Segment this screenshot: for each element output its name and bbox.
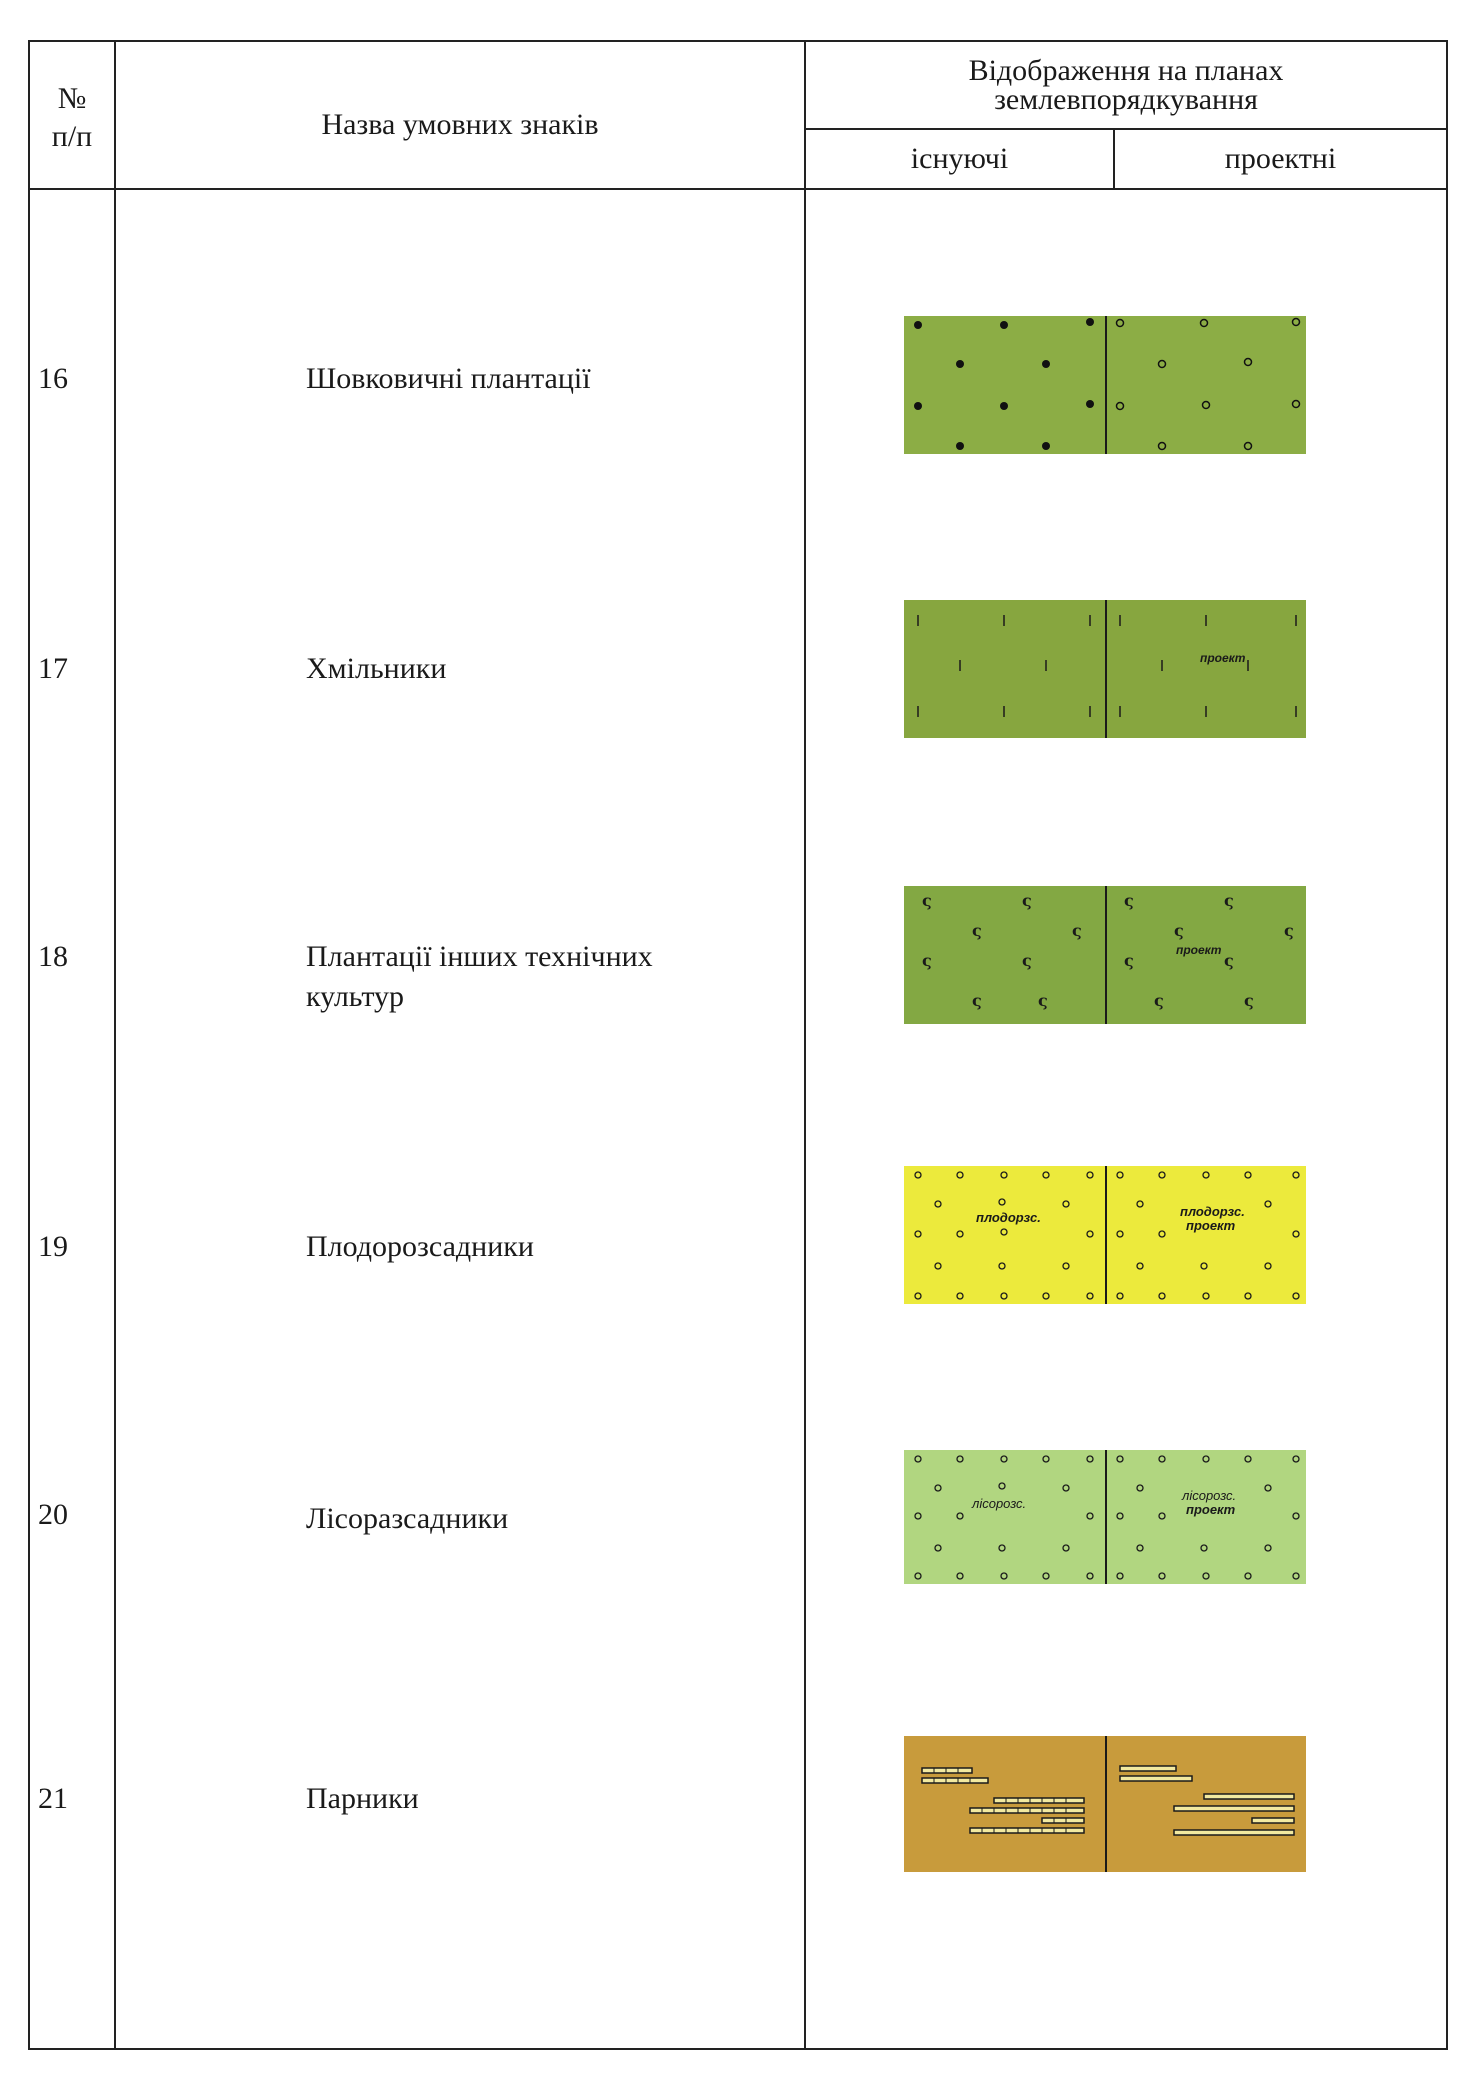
swatch-19-exist-label: плодорзс. — [976, 1210, 1041, 1225]
svg-text:ς: ς — [1124, 891, 1134, 910]
swatch-18-svg: ς ς ς ς ς ς ς ς ς ς ς ς ς ς ς ς проект — [904, 886, 1306, 1024]
swatch-row-17: проект — [904, 600, 1306, 738]
svg-text:ς: ς — [1072, 921, 1082, 940]
swatch-16-svg — [904, 316, 1306, 454]
svg-text:ς: ς — [1022, 891, 1032, 910]
col-divider-1 — [114, 40, 116, 2050]
swatch-20-exist-label: лісорозс. — [971, 1496, 1026, 1511]
svg-text:ς: ς — [972, 991, 982, 1010]
header-sub-line — [804, 128, 1448, 130]
svg-text:ς: ς — [1038, 991, 1048, 1010]
svg-text:ς: ς — [1174, 921, 1184, 940]
svg-text:ς: ς — [1244, 991, 1254, 1010]
swatch-row-19: плодорзс. плодорзс. проект — [904, 1166, 1306, 1304]
swatch-19-proj-label-1: плодорзс. — [1180, 1204, 1245, 1219]
swatch-19-proj-label-2: проект — [1186, 1218, 1236, 1233]
swatch-20-svg: лісорозс. лісорозс. проект — [904, 1450, 1306, 1584]
row-21-num: 21 — [38, 1782, 68, 1815]
svg-text:ς: ς — [1284, 921, 1294, 940]
header-name-col: Назва умовних знаків — [321, 108, 599, 141]
row-18-num: 18 — [38, 940, 68, 973]
swatch-19-svg: плодорзс. плодорзс. проект — [904, 1166, 1306, 1304]
col-divider-3 — [1113, 128, 1115, 188]
header-bottom-line — [28, 188, 1448, 190]
svg-text:ς: ς — [1224, 891, 1234, 910]
border-bottom — [28, 2048, 1448, 2050]
legend-table: № п/п Назва умовних знаків Відображення … — [28, 40, 1448, 2050]
swatch-row-21 — [904, 1736, 1306, 1872]
row-17-name: Хмільники — [306, 652, 447, 685]
header-display-line1: Відображення на планах — [968, 54, 1284, 87]
row-19-num: 19 — [38, 1230, 68, 1263]
header-num-symbol: № — [57, 82, 87, 115]
swatch-20-proj-label-1: лісорозс. — [1181, 1488, 1236, 1503]
swatch-row-16 — [904, 316, 1306, 454]
border-top — [28, 40, 1448, 42]
row-21-name: Парники — [306, 1782, 419, 1815]
row-20-num: 20 — [38, 1498, 68, 1531]
row-17-num: 17 — [38, 652, 68, 685]
row-18-name-line2: культур — [306, 980, 405, 1013]
swatch-18-proj-label: проект — [1176, 943, 1222, 957]
swatch-20-proj-label-2: проект — [1186, 1502, 1236, 1517]
svg-text:ς: ς — [1022, 951, 1032, 970]
row-20-name: Лісоразсадники — [306, 1502, 509, 1535]
swatch-17-proj-label: проект — [1200, 651, 1246, 665]
row-16-num: 16 — [38, 362, 68, 395]
border-right — [1446, 40, 1448, 2050]
svg-text:ς: ς — [1154, 991, 1164, 1010]
swatch-17-svg: проект — [904, 600, 1306, 738]
border-left — [28, 40, 30, 2050]
row-18-name-line1: Плантації інших технічних — [306, 940, 653, 973]
row-19-name: Плодорозсадники — [306, 1230, 534, 1263]
svg-text:ς: ς — [1124, 951, 1134, 970]
swatch-row-20: лісорозс. лісорозс. проект — [904, 1450, 1306, 1584]
swatch-21-svg — [904, 1736, 1306, 1872]
header-existing: існуючі — [910, 142, 1009, 175]
svg-text:ς: ς — [972, 921, 982, 940]
col-divider-2 — [804, 40, 806, 2050]
header-projected: проектні — [1224, 142, 1337, 175]
header-num-sub: п/п — [51, 120, 93, 153]
svg-text:ς: ς — [922, 891, 932, 910]
header-display-line2: землевпорядкування — [994, 83, 1258, 116]
svg-text:ς: ς — [1224, 951, 1234, 970]
swatch-row-18: ς ς ς ς ς ς ς ς ς ς ς ς ς ς ς ς проект — [904, 886, 1306, 1024]
row-16-name: Шовковичні плантації — [306, 362, 591, 395]
svg-text:ς: ς — [922, 951, 932, 970]
